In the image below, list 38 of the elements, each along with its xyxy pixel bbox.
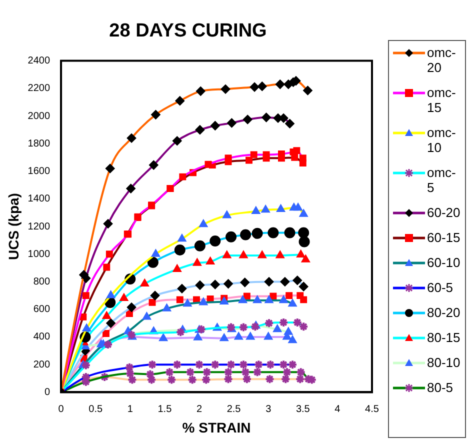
y-tick-label: 1400 xyxy=(28,194,50,205)
legend-label: omc-20 xyxy=(427,45,457,75)
y-tick-label: 1200 xyxy=(28,221,50,232)
x-tick-label: 4 xyxy=(334,404,341,415)
legend-label: 80-10 xyxy=(427,355,462,370)
x-axis-title: % STRAIN xyxy=(182,419,251,436)
legend-label: 80-15 xyxy=(427,330,462,345)
x-tick-label: 4.5 xyxy=(365,404,380,415)
legend-label: 80-5 xyxy=(427,380,454,395)
y-axis-title: UCS (kpa) xyxy=(5,193,22,260)
x-tick-label: 3 xyxy=(266,404,272,415)
legend-label: omc-10 xyxy=(427,125,457,155)
legend-label: 60-15 xyxy=(427,230,462,245)
x-tick-label: 1.5 xyxy=(158,404,172,415)
x-tick-label: 1 xyxy=(127,404,134,415)
legend-label: 60-20 xyxy=(427,205,462,220)
x-tick-label: 0 xyxy=(58,404,64,415)
legend-label: omc-15 xyxy=(427,85,457,115)
y-tick-label: 0 xyxy=(44,386,50,398)
y-tick-label: 600 xyxy=(33,304,50,316)
y-tick-label: 1600 xyxy=(28,166,50,178)
legend-label: 60-10 xyxy=(427,255,462,270)
y-tick-label: 2400 xyxy=(28,56,50,67)
y-tick-label: 2200 xyxy=(28,83,50,94)
x-tick-label: 2 xyxy=(196,404,202,415)
legend-label: omc-5 xyxy=(427,165,457,195)
legend-label: 60-5 xyxy=(427,280,454,295)
y-tick-label: 1800 xyxy=(28,138,50,150)
y-tick-label: 2000 xyxy=(28,110,50,122)
x-tick-label: 0.5 xyxy=(88,404,103,415)
x-tick-label: 2.5 xyxy=(226,404,242,415)
y-tick-label: 400 xyxy=(33,332,50,343)
chart-title: 28 DAYS CURING xyxy=(109,20,267,42)
y-tick-label: 800 xyxy=(33,276,50,288)
y-tick-label: 200 xyxy=(33,359,50,370)
x-tick-label: 3.5 xyxy=(296,404,310,415)
y-tick-label: 1000 xyxy=(28,248,50,260)
legend-label: 80-20 xyxy=(427,305,462,320)
